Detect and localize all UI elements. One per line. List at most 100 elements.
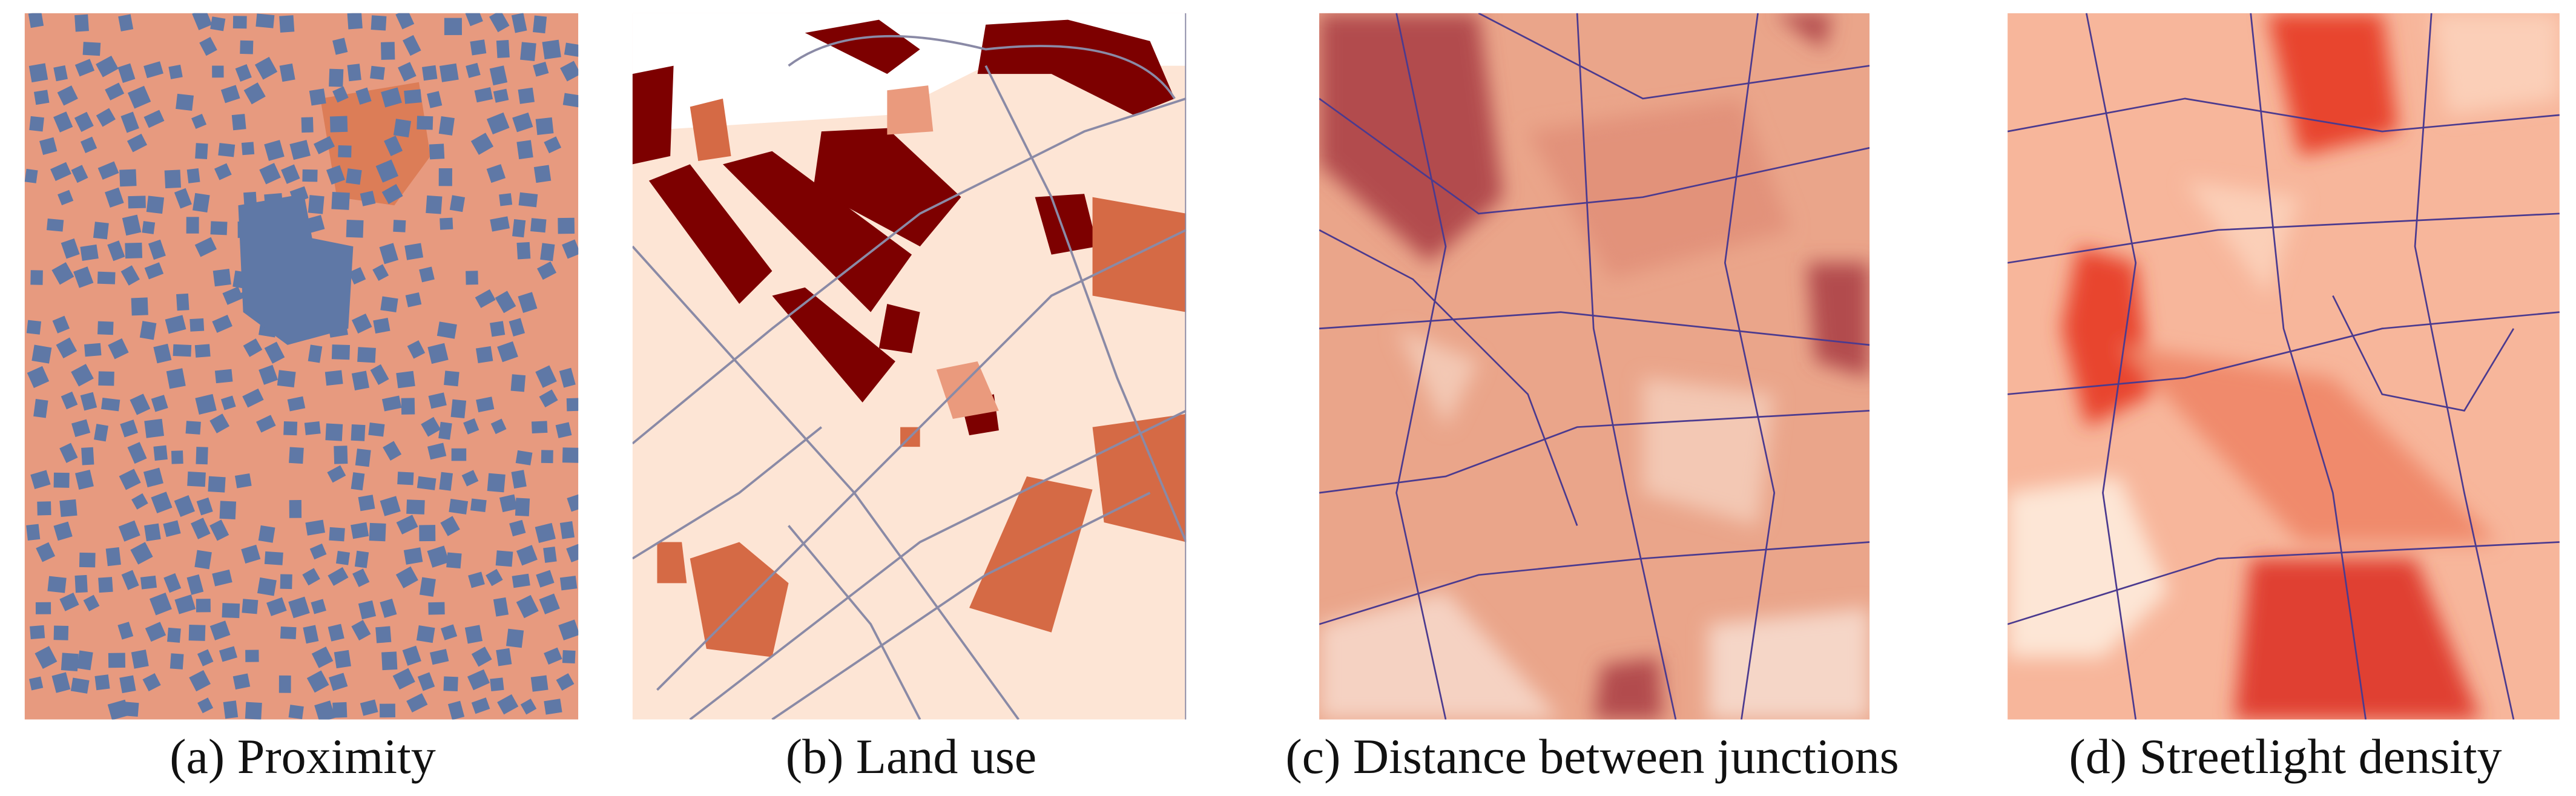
building	[396, 370, 415, 389]
building	[436, 321, 457, 339]
building	[327, 465, 346, 483]
building	[142, 221, 156, 234]
building	[120, 265, 140, 286]
building	[429, 143, 445, 160]
building	[191, 113, 207, 130]
building	[490, 216, 510, 232]
building	[212, 314, 232, 333]
building	[419, 266, 435, 283]
building	[516, 140, 533, 160]
building	[518, 192, 538, 208]
building	[489, 13, 510, 33]
panel-caption: (d) Streetlight density	[1862, 723, 2576, 790]
building	[495, 291, 516, 314]
building	[329, 673, 348, 691]
building	[174, 594, 196, 614]
building	[128, 196, 146, 209]
building	[144, 523, 161, 542]
building	[220, 395, 236, 410]
building	[241, 544, 261, 564]
building	[232, 673, 251, 690]
building	[533, 61, 549, 77]
building	[346, 168, 362, 185]
building	[223, 700, 239, 719]
building	[395, 13, 415, 30]
building	[308, 344, 323, 363]
building	[486, 164, 506, 183]
building	[347, 64, 361, 82]
building	[186, 168, 200, 183]
building	[518, 87, 535, 104]
building	[375, 626, 392, 643]
building	[194, 550, 212, 570]
building	[234, 473, 252, 488]
building	[84, 343, 102, 357]
building	[537, 261, 557, 280]
building	[26, 320, 42, 335]
building	[264, 140, 285, 161]
building	[127, 133, 148, 153]
building	[212, 65, 224, 78]
building	[351, 522, 369, 539]
building	[438, 421, 452, 440]
building	[210, 16, 226, 31]
building	[358, 495, 375, 511]
building	[440, 516, 460, 536]
building	[566, 398, 579, 412]
building	[493, 88, 509, 103]
building	[83, 594, 100, 611]
building	[427, 545, 450, 568]
building	[533, 15, 547, 34]
building	[27, 366, 50, 389]
building	[444, 370, 460, 387]
building	[119, 169, 137, 187]
building	[466, 62, 481, 78]
building	[428, 392, 447, 409]
building	[209, 519, 229, 541]
building	[189, 669, 211, 692]
building	[329, 116, 348, 133]
building	[74, 574, 88, 593]
building	[173, 344, 192, 357]
building	[212, 269, 231, 287]
building	[444, 18, 462, 35]
building	[245, 702, 262, 720]
building	[289, 500, 302, 518]
building	[512, 219, 526, 238]
building	[351, 314, 372, 334]
building	[331, 192, 350, 210]
building	[71, 364, 94, 387]
building	[199, 37, 217, 56]
building	[144, 418, 164, 438]
building	[373, 318, 390, 334]
proximity-map	[24, 13, 579, 720]
building	[360, 699, 378, 716]
building	[57, 85, 78, 106]
building	[324, 370, 343, 386]
building	[567, 493, 579, 512]
building	[471, 646, 492, 667]
building	[266, 597, 287, 616]
building	[397, 472, 414, 485]
building	[475, 346, 493, 363]
building	[470, 133, 494, 155]
building	[219, 646, 238, 662]
building	[39, 137, 58, 155]
building	[368, 422, 385, 437]
building	[559, 367, 576, 388]
building	[118, 520, 140, 542]
building	[120, 419, 138, 438]
building	[332, 38, 348, 55]
building	[407, 340, 426, 359]
building	[131, 297, 148, 316]
building	[562, 239, 579, 259]
building	[171, 450, 183, 464]
building	[108, 338, 129, 360]
building	[383, 441, 402, 461]
building	[241, 142, 255, 156]
building	[166, 368, 186, 389]
building	[429, 648, 449, 665]
building	[381, 651, 398, 671]
building	[30, 470, 51, 490]
building	[381, 42, 395, 60]
